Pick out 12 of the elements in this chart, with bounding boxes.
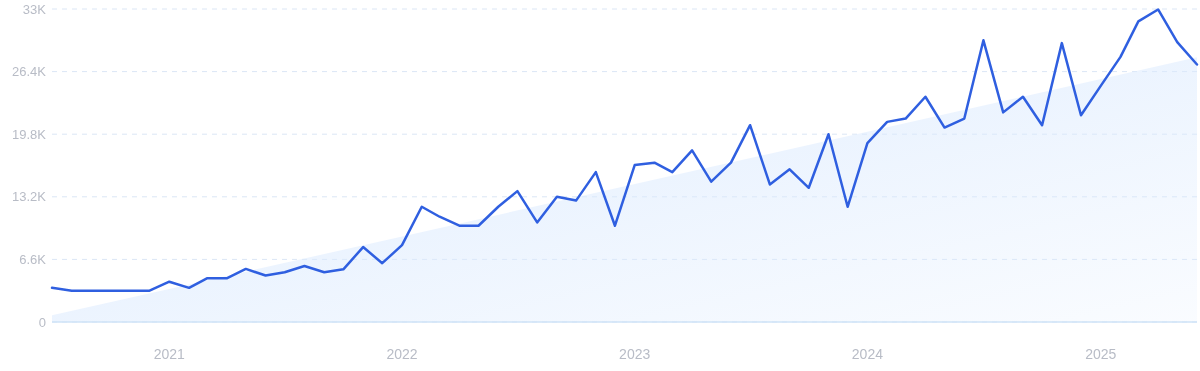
x-tick-label: 2024 (851, 346, 884, 362)
y-tick-label: 19.8K (12, 126, 47, 142)
x-tick-label: 2023 (619, 346, 651, 362)
y-tick-label: 33K (22, 1, 47, 17)
x-tick-label: 2025 (1085, 346, 1117, 362)
y-tick-label: 0 (38, 314, 46, 330)
x-tick-label: 2022 (386, 346, 418, 362)
y-tick-label: 6.6K (19, 251, 47, 267)
x-tick-label: 2021 (153, 346, 186, 362)
line-series (50, 8, 1199, 292)
y-tick-label: 26.4K (12, 64, 47, 80)
y-tick-label: 13.2K (12, 189, 47, 205)
